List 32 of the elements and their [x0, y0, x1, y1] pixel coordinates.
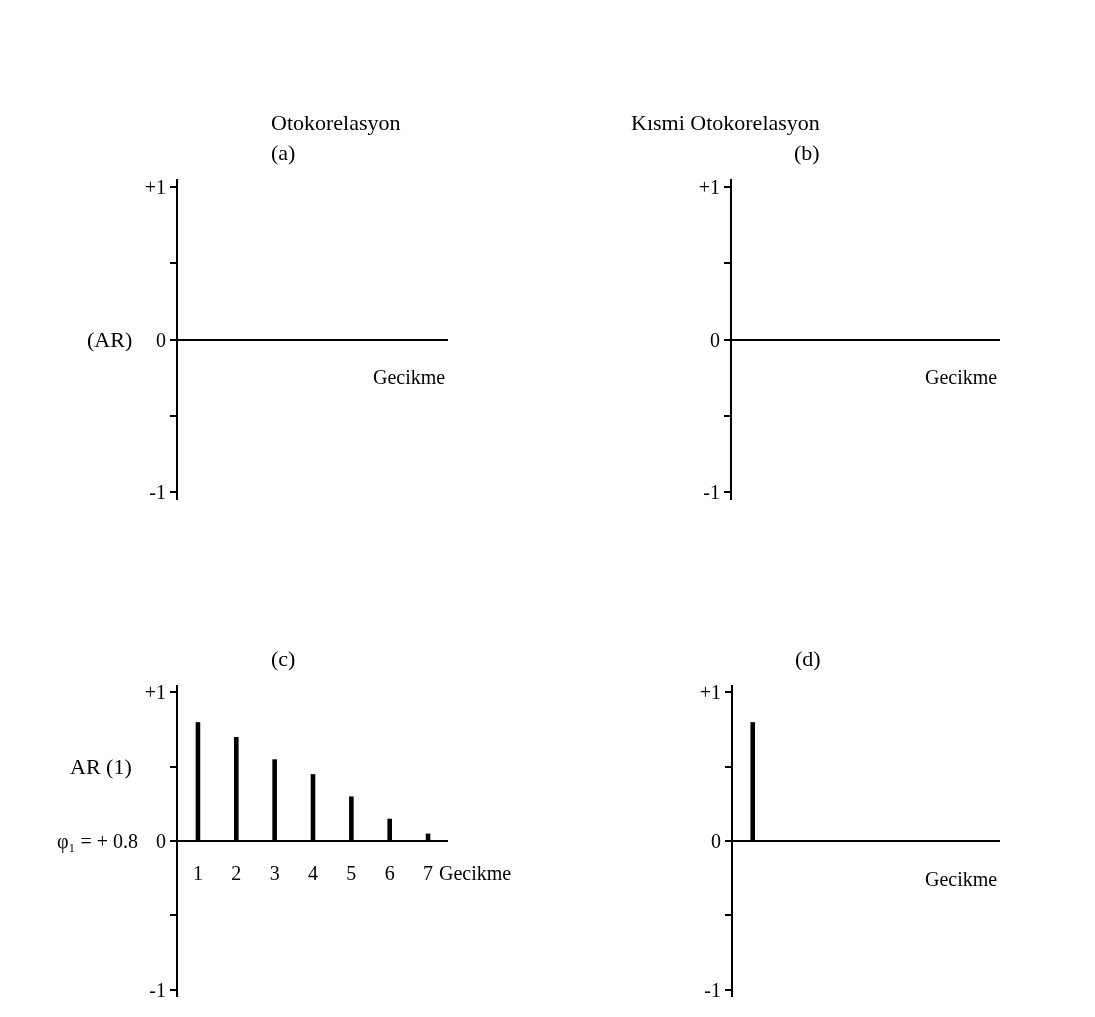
chart-title: Kısmi Otokorelasyon [631, 110, 820, 135]
x-tick-label: 4 [308, 862, 318, 884]
y-tick-label: -1 [149, 481, 166, 504]
y-tick-label: -1 [703, 481, 720, 504]
x-tick-label: 1 [192, 862, 203, 884]
y-tick-label: -1 [704, 978, 721, 1001]
x-axis-title: Gecikme [925, 868, 998, 890]
text: φ₁ = + 0.8 [57, 830, 139, 853]
x-tick-label: 5 [346, 862, 357, 884]
x-axis-title: Gecikme [439, 862, 512, 884]
y-tick-label: 0 [156, 830, 166, 852]
chart-subtitle: (b) [794, 140, 820, 165]
y-tick-label: +1 [698, 175, 720, 198]
x-axis-title: Gecikme [373, 366, 446, 388]
y-tick-label: 0 [156, 328, 166, 351]
y-tick-label: -1 [149, 978, 166, 1001]
y-tick-label: +1 [144, 681, 166, 704]
y-axis-title: AR (1) [70, 754, 132, 779]
y-axis-title: (AR) [87, 327, 133, 352]
chart-subtitle: (a) [271, 140, 296, 165]
x-axis-title: Gecikme [925, 366, 998, 388]
x-tick-label: 2 [231, 862, 242, 884]
y-tick-label: +1 [699, 681, 721, 704]
x-tick-label: 7 [423, 862, 434, 884]
y-tick-label: +1 [144, 175, 166, 198]
y-tick-label: 0 [710, 328, 720, 351]
chart-title: (c) [271, 646, 296, 671]
x-tick-label: 6 [384, 862, 395, 884]
chart-title: (d) [795, 646, 821, 671]
x-tick-label: 3 [269, 862, 280, 884]
y-tick-label: 0 [711, 830, 721, 852]
chart-title: Otokorelasyon [271, 110, 401, 135]
